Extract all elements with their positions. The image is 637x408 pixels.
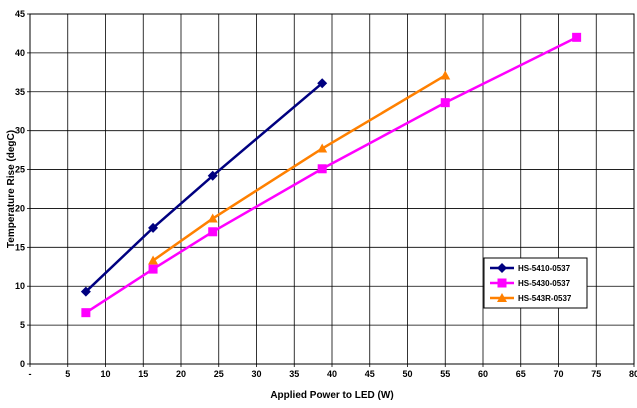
data-point <box>81 308 91 318</box>
legend-item: HS-543R-0537 <box>490 293 572 303</box>
data-point <box>80 286 91 297</box>
y-tick-label: 20 <box>15 203 25 213</box>
legend: HS-5410-0537 HS-5430-0537 HS-543R-0537 <box>483 257 588 309</box>
y-tick-label: 40 <box>15 48 25 58</box>
data-point <box>207 170 218 181</box>
y-tick-label: 25 <box>15 165 25 175</box>
y-tick-label: 15 <box>15 242 25 252</box>
legend-label: HS-5410-0537 <box>518 264 571 273</box>
y-tick-label: 10 <box>15 281 25 291</box>
legend-item: HS-5410-0537 <box>490 263 571 273</box>
data-point <box>440 70 451 80</box>
series-layer <box>80 32 582 318</box>
x-tick-label: 80 <box>629 369 637 379</box>
data-point <box>317 164 327 174</box>
data-point <box>208 227 218 237</box>
legend-swatch-marker <box>497 293 507 302</box>
series-HS-5430-0537 <box>81 32 582 318</box>
y-tick-label: 0 <box>20 359 25 369</box>
data-point <box>440 98 450 108</box>
x-tick-label: 10 <box>100 369 110 379</box>
y-axis-title: Temperature Rise (degC) <box>6 130 17 248</box>
x-tick-label: 65 <box>516 369 526 379</box>
data-point <box>317 78 328 89</box>
legend-label: HS-543R-0537 <box>518 294 572 303</box>
x-tick-label: 40 <box>327 369 337 379</box>
x-tick-label: 20 <box>176 369 186 379</box>
x-tick-label: 35 <box>289 369 299 379</box>
legend-item: HS-5430-0537 <box>490 278 571 288</box>
y-tick-label: 45 <box>15 9 25 19</box>
series-line <box>152 74 446 262</box>
legend-swatch-marker <box>497 278 507 288</box>
data-point <box>317 143 328 153</box>
data-point <box>148 222 159 233</box>
legend-swatch-marker <box>497 263 507 273</box>
series-line <box>85 36 578 314</box>
data-point <box>207 213 218 223</box>
data-point <box>572 32 582 42</box>
axis-ticks: - 5 10 15 20 25 30 35 40 45 50 55 60 65 70 75 80 0 5 10 15 20… <box>15 9 637 379</box>
x-tick-label: - <box>29 369 32 379</box>
y-tick-label: 30 <box>15 126 25 136</box>
y-tick-label: 5 <box>20 320 25 330</box>
y-tick-label: 35 <box>15 87 25 97</box>
x-tick-label: 75 <box>591 369 601 379</box>
x-tick-label: 15 <box>138 369 148 379</box>
legend-label: HS-5430-0537 <box>518 279 571 288</box>
x-tick-label: 5 <box>65 369 70 379</box>
series-line <box>85 82 323 293</box>
series-HS-543R-0537 <box>148 70 451 265</box>
x-tick-label: 60 <box>478 369 488 379</box>
grid <box>29 13 635 365</box>
data-point <box>148 264 158 274</box>
x-tick-label: 45 <box>365 369 375 379</box>
series-HS-5410-0537 <box>80 78 328 297</box>
x-tick-label: 55 <box>440 369 450 379</box>
x-tick-label: 30 <box>251 369 261 379</box>
x-axis-title: Applied Power to LED (W) <box>270 390 393 401</box>
data-point <box>148 255 159 265</box>
x-tick-label: 50 <box>402 369 412 379</box>
x-tick-label: 70 <box>553 369 563 379</box>
x-tick-label: 25 <box>214 369 224 379</box>
